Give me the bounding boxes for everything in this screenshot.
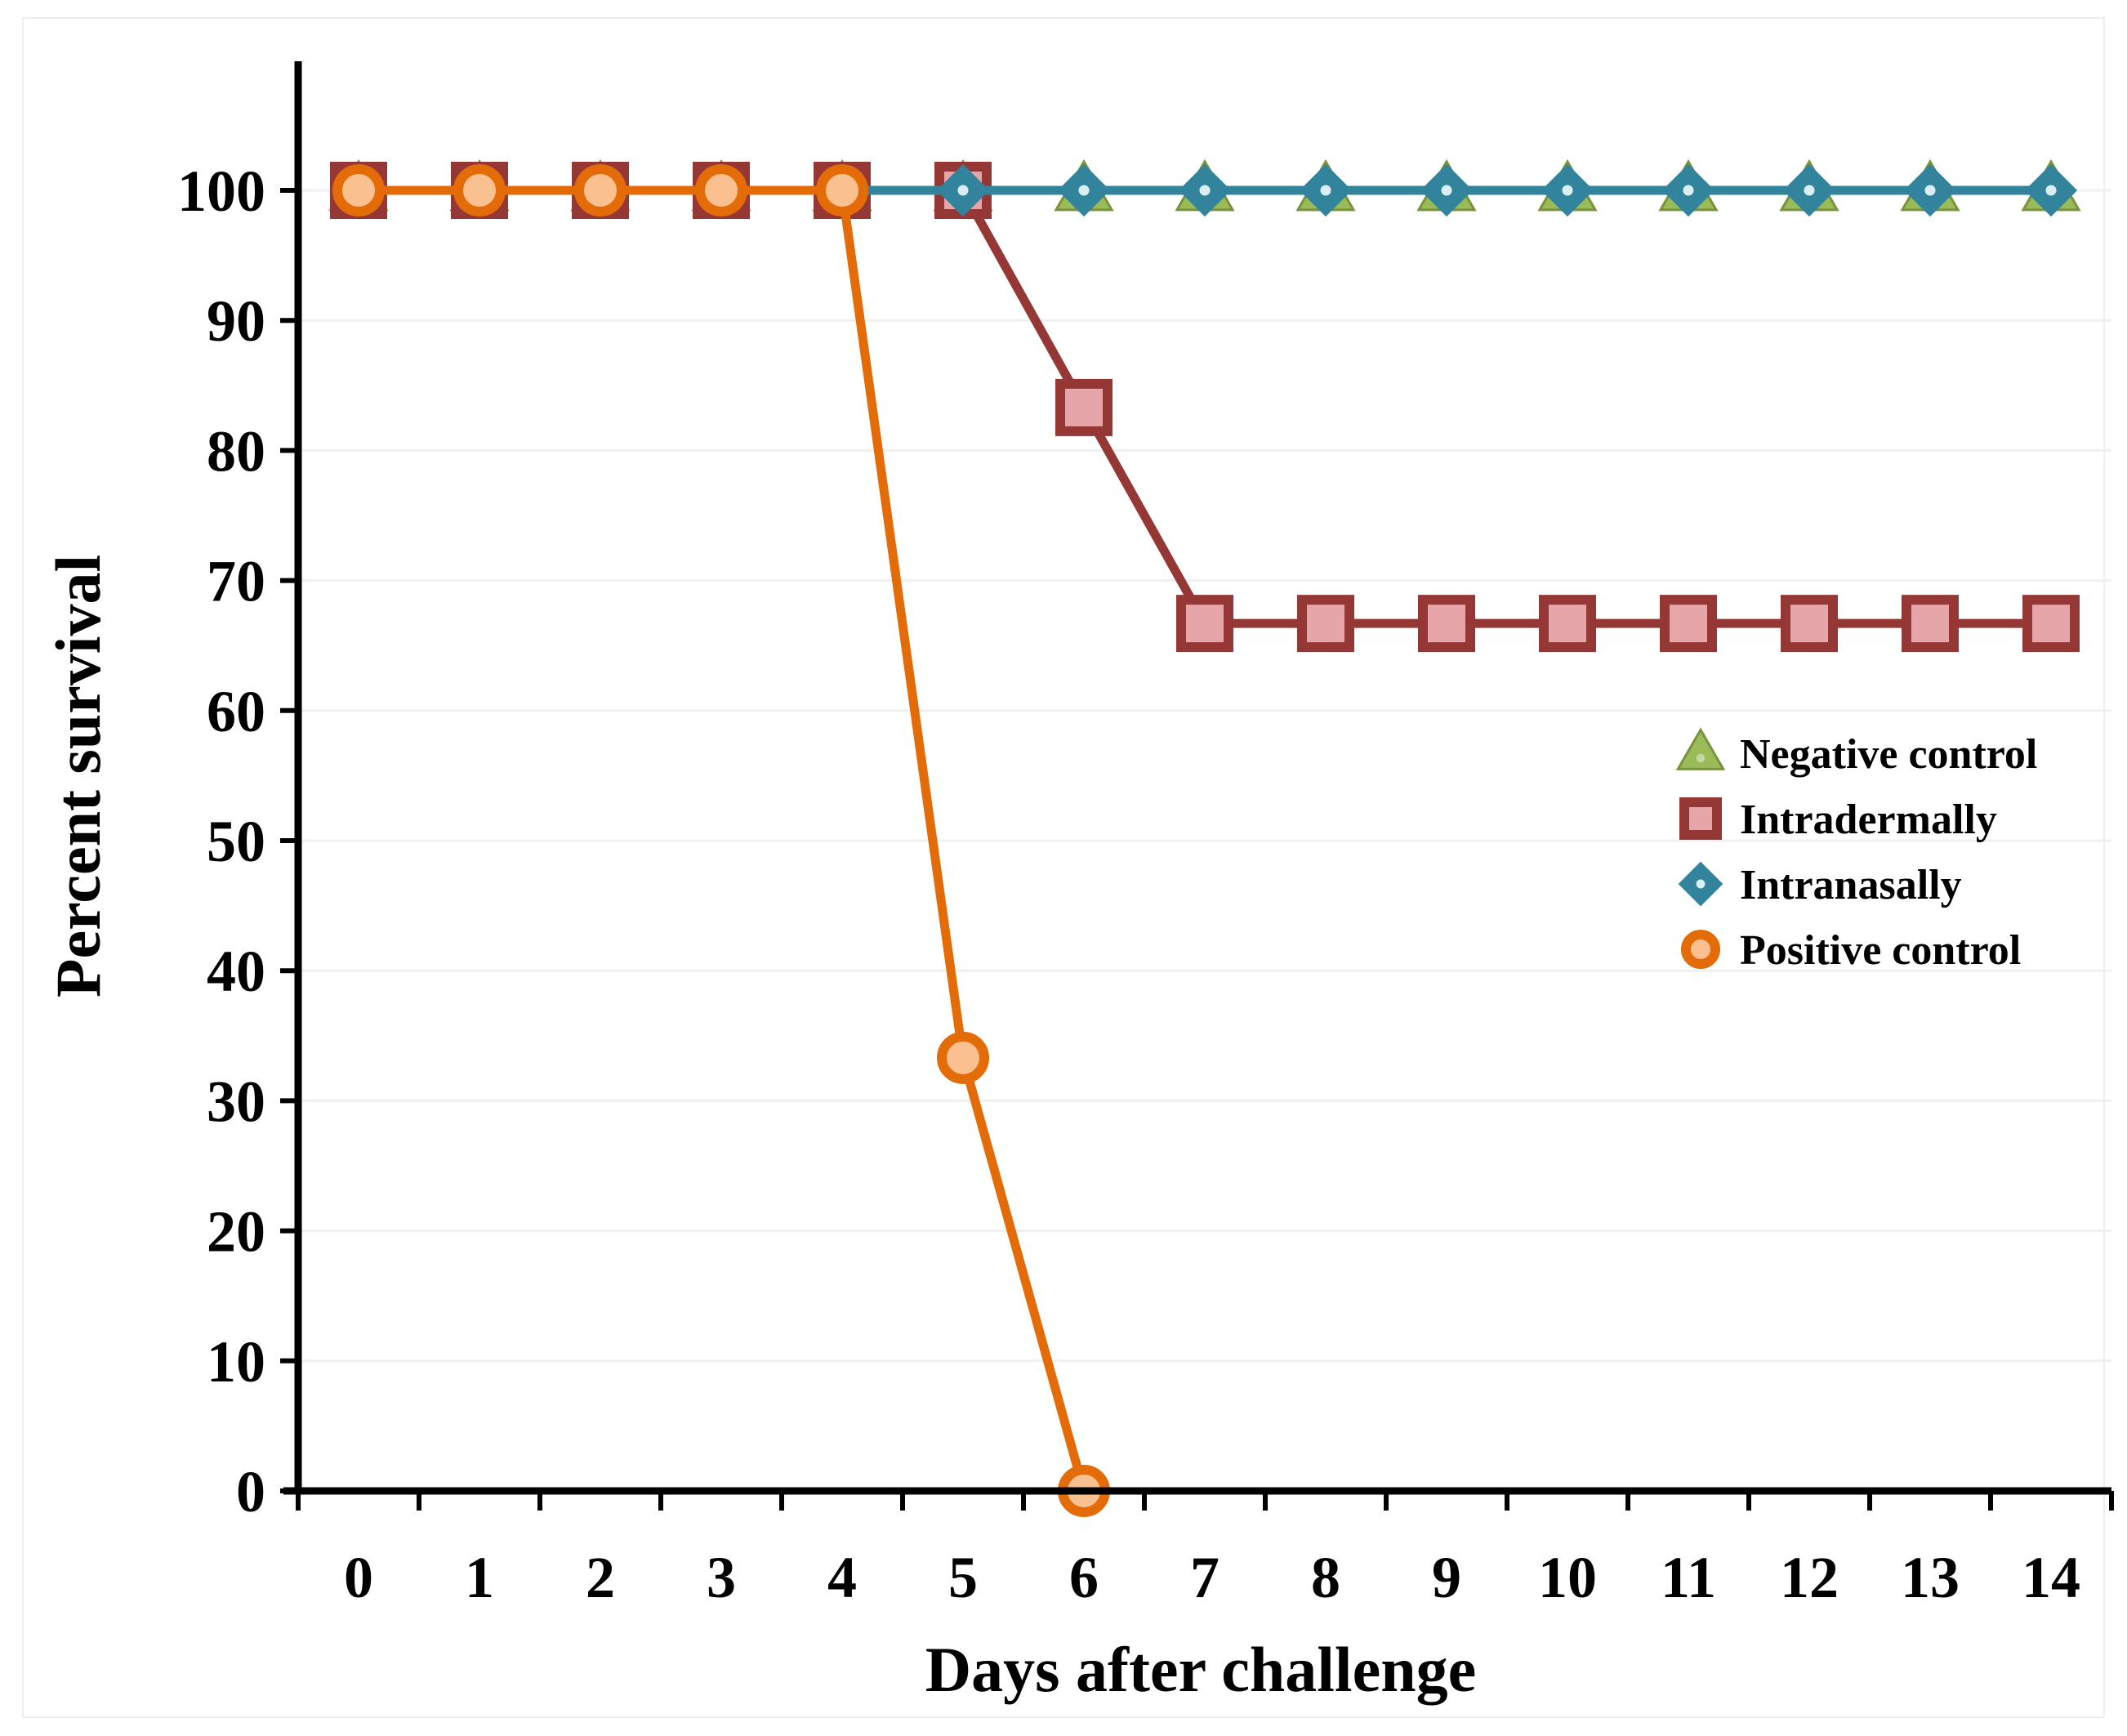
x-tick-label-11: 11	[1661, 1545, 1716, 1610]
y-tick-label-100: 100	[177, 158, 265, 224]
x-tick-label-1: 1	[465, 1545, 494, 1610]
x-tick-label-0: 0	[344, 1545, 373, 1610]
legend-label-0: Negative control	[1740, 731, 2037, 778]
legend-marker-1	[1679, 797, 1722, 840]
x-tick-label-6: 6	[1069, 1545, 1099, 1610]
data-point-3-3	[695, 164, 747, 216]
data-point-2-6-center	[1078, 185, 1090, 196]
legend-marker-2-center	[1696, 879, 1706, 889]
data-point-2-8-center	[1320, 185, 1331, 196]
data-point-2-14-center	[2045, 185, 2057, 196]
series-positive-control	[332, 164, 1110, 1517]
data-point-1-7	[1176, 595, 1233, 653]
legend-label-3: Positive control	[1740, 927, 2021, 974]
data-point-1-6	[1055, 378, 1113, 436]
x-tick-label-13: 13	[1901, 1545, 1960, 1610]
data-point-1-10	[1539, 595, 1596, 653]
x-tick-label-7: 7	[1190, 1545, 1220, 1610]
y-tick-label-70: 70	[207, 549, 265, 614]
y-axis-title: Percent survival	[42, 555, 114, 997]
x-tick-label-4: 4	[827, 1545, 857, 1610]
x-tick-label-12: 12	[1780, 1545, 1839, 1610]
data-point-3-4	[816, 164, 868, 216]
x-axis-title: Days after challenge	[925, 1634, 1476, 1705]
y-tick-label-0: 0	[236, 1459, 265, 1524]
y-tick-label-80: 80	[207, 418, 265, 484]
legend-marker-0-center	[1696, 753, 1706, 763]
y-tick-label-50: 50	[207, 809, 265, 874]
data-point-3-0	[332, 164, 385, 216]
y-tick-label-10: 10	[207, 1329, 265, 1395]
data-point-1-8	[1297, 595, 1354, 653]
plot-series	[328, 158, 2081, 1517]
y-tick-label-20: 20	[207, 1199, 265, 1265]
y-tick-label-40: 40	[207, 939, 265, 1004]
data-point-1-12	[1781, 595, 1838, 653]
legend-label-1: Intradermally	[1740, 797, 1997, 843]
data-point-2-7-center	[1199, 185, 1211, 196]
data-point-2-12-center	[1804, 185, 1815, 196]
data-point-2-11-center	[1683, 185, 1694, 196]
legend: Negative control Intradermally Intranasall…	[1675, 727, 2037, 974]
data-point-1-11	[1660, 595, 1717, 653]
x-tick-label-5: 5	[948, 1545, 978, 1610]
data-point-2-5-center	[957, 185, 969, 196]
x-tick-label-8: 8	[1311, 1545, 1340, 1610]
x-tick-label-3: 3	[707, 1545, 736, 1610]
x-tick-label-2: 2	[586, 1545, 615, 1610]
y-tick-label-30: 30	[207, 1069, 265, 1134]
data-point-2-13-center	[1924, 185, 1936, 196]
data-point-3-5	[937, 1031, 989, 1084]
legend-marker-3	[1681, 930, 1720, 969]
data-point-2-9-center	[1441, 185, 1452, 196]
data-point-1-13	[1902, 595, 1959, 653]
x-tick-label-10: 10	[1538, 1545, 1597, 1610]
legend-marker-0	[1675, 727, 1726, 770]
y-tick-label-60: 60	[207, 679, 265, 744]
legend-label-2: Intranasally	[1740, 862, 1962, 908]
data-point-2-10-center	[1562, 185, 1573, 196]
x-tick-label-9: 9	[1432, 1545, 1461, 1610]
data-point-1-14	[2022, 595, 2080, 653]
x-tick-label-14: 14	[2022, 1545, 2080, 1610]
y-tick-label-90: 90	[207, 288, 265, 354]
data-point-1-9	[1418, 595, 1475, 653]
data-point-3-2	[574, 164, 627, 216]
data-point-3-1	[453, 164, 506, 216]
